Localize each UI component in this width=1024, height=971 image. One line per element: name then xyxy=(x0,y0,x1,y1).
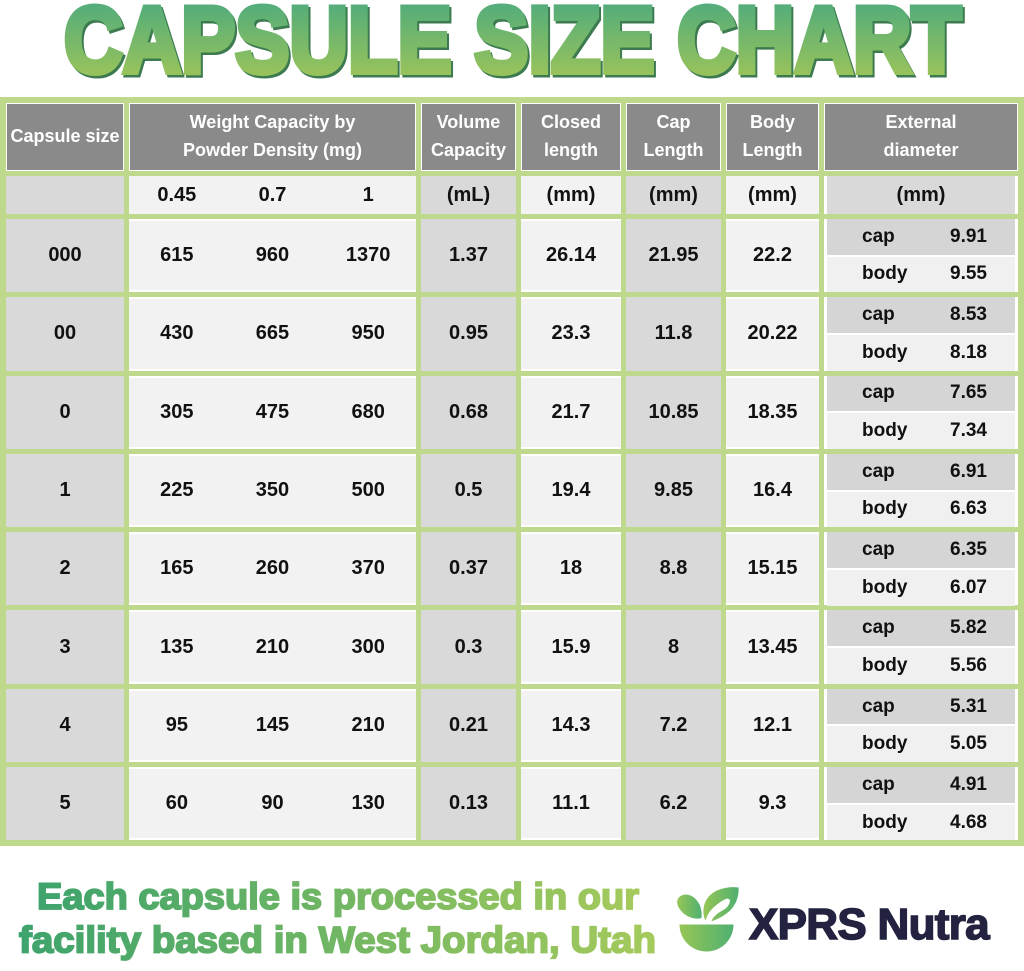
svg-text:Each capsule is processed in o: Each capsule is processed in our xyxy=(37,876,639,917)
svg-text:CAPSULE SIZE CHART: CAPSULE SIZE CHART xyxy=(64,0,961,92)
svg-text:XPRS Nutra: XPRS Nutra xyxy=(749,900,990,949)
svg-text:CAPSULE SIZE CHART: CAPSULE SIZE CHART xyxy=(66,0,963,95)
svg-text:facility based in West Jordan,: facility based in West Jordan, Utah xyxy=(19,920,656,961)
